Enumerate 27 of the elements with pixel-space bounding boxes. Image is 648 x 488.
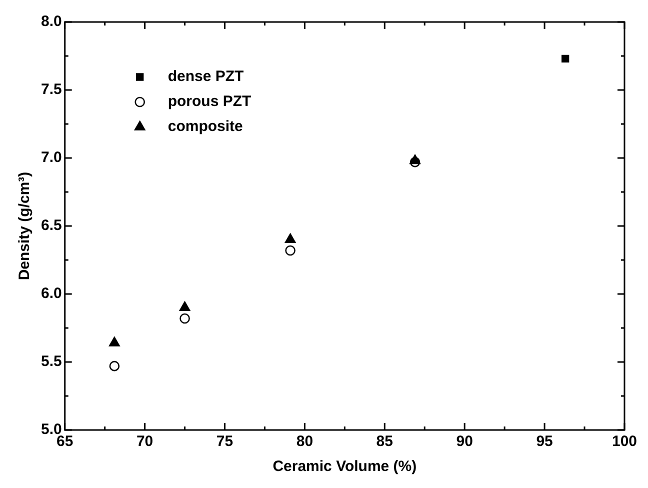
point (179, 301, 190, 311)
y-tick-label: 8.0 (40, 13, 62, 30)
y-tick-label: 6.5 (40, 217, 62, 234)
point (561, 54, 570, 63)
x-tick-label: 100 (612, 433, 637, 450)
point (410, 154, 420, 164)
x-tick-label: 70 (136, 433, 154, 450)
y-tick-label: 6.0 (40, 285, 62, 302)
point (285, 245, 296, 256)
point (109, 360, 120, 372)
point (109, 336, 120, 346)
y-axis-title: Density (g/cm³) (16, 172, 34, 280)
x-tick-label: 90 (456, 433, 473, 450)
point (180, 313, 190, 324)
x-tick-label: 75 (216, 433, 234, 450)
legend-label: composite (168, 118, 243, 136)
x-axis-title: Ceramic Volume (%) (272, 458, 417, 476)
y-tick-label: 5.5 (40, 353, 62, 370)
legend-label: dense PZT (168, 68, 244, 86)
x-tick-label: 65 (56, 433, 74, 450)
x-tick-label: 80 (296, 433, 314, 450)
point (284, 233, 296, 243)
x-tick-label: 95 (536, 433, 553, 450)
y-tick-label: 7.5 (40, 81, 62, 98)
x-tick-label: 85 (376, 433, 393, 450)
legend-label: porous PZT (168, 93, 252, 110)
y-tick-label: 7.0 (40, 149, 62, 166)
